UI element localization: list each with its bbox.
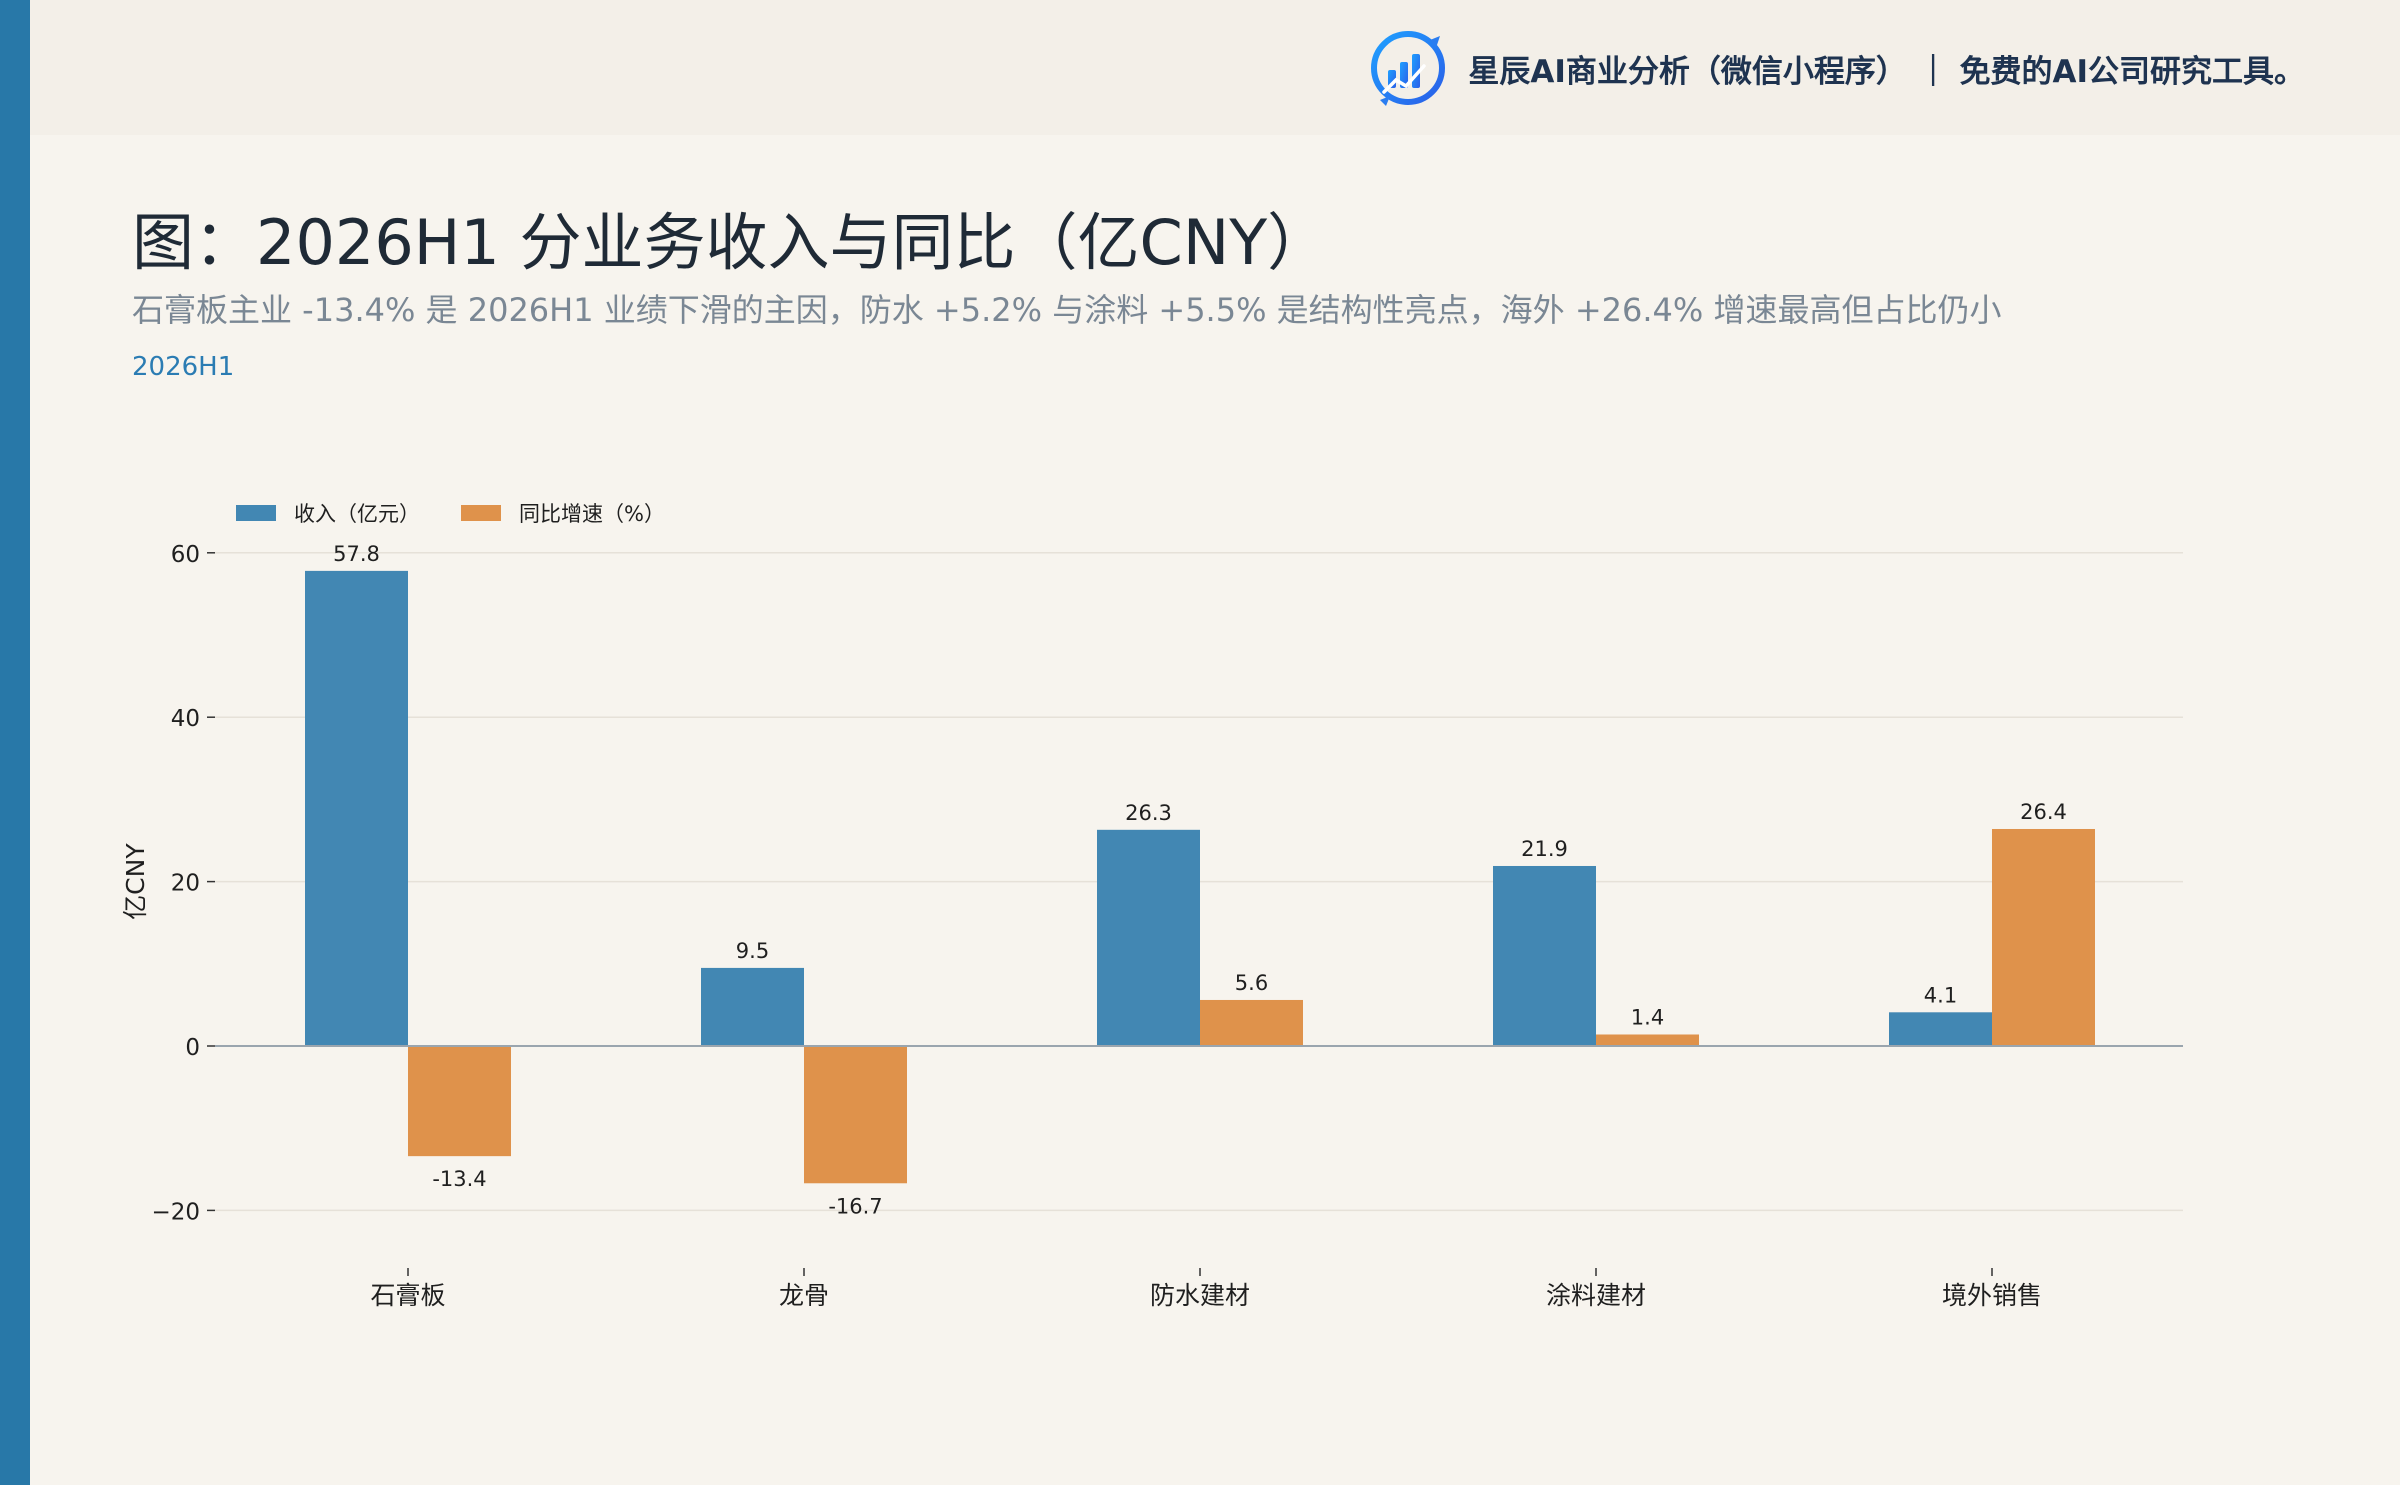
revenue-bar bbox=[1097, 829, 1200, 1046]
yoy-bar bbox=[408, 1046, 511, 1157]
yoy-bar bbox=[1992, 828, 2095, 1046]
top-banner: 星辰AI商业分析（微信小程序） ｜ 免费的AI公司研究工具。 bbox=[30, 0, 2400, 135]
revenue-bar bbox=[305, 570, 408, 1046]
yoy-data-label: -13.4 bbox=[432, 1167, 486, 1191]
revenue-bar bbox=[701, 967, 804, 1046]
x-tick-label: 龙骨 bbox=[779, 1281, 829, 1310]
legend-item-revenue-label: 收入（亿元） bbox=[294, 502, 420, 526]
page-subtitle: 石膏板主业 -13.4% 是 2026H1 业绩下滑的主因，防水 +5.2% 与… bbox=[132, 291, 2002, 329]
y-tick-label: 60 bbox=[171, 542, 200, 568]
yoy-data-label: 5.6 bbox=[1235, 971, 1268, 995]
legend-item-yoy-swatch bbox=[461, 505, 501, 521]
bar-chart-logo-icon bbox=[1371, 31, 1446, 106]
x-tick-label: 防水建材 bbox=[1150, 1281, 1250, 1310]
x-tick-label: 石膏板 bbox=[370, 1281, 445, 1310]
left-accent-bar bbox=[0, 0, 30, 1485]
revenue-bar bbox=[1889, 1012, 1992, 1046]
legend-item-yoy-label: 同比增速（%） bbox=[519, 502, 665, 526]
y-tick-label: 20 bbox=[171, 871, 200, 897]
revenue-data-label: 4.1 bbox=[1924, 983, 1957, 1007]
yoy-bar bbox=[1200, 999, 1303, 1046]
revenue-data-label: 9.5 bbox=[736, 939, 769, 963]
revenue-data-label: 26.3 bbox=[1125, 801, 1172, 825]
revenue-data-label: 57.8 bbox=[333, 542, 380, 566]
revenue-data-label: 21.9 bbox=[1521, 837, 1568, 861]
brand[interactable]: 星辰AI商业分析（微信小程序） ｜ 免费的AI公司研究工具。 bbox=[1366, 22, 2305, 114]
yoy-bar bbox=[804, 1046, 907, 1184]
y-tick-label: 40 bbox=[171, 706, 200, 732]
yoy-data-label: 1.4 bbox=[1631, 1005, 1664, 1029]
yoy-data-label: -16.7 bbox=[828, 1194, 882, 1218]
x-tick-label: 涂料建材 bbox=[1546, 1281, 1646, 1310]
brand-text: 星辰AI商业分析（微信小程序） ｜ 免费的AI公司研究工具。 bbox=[1468, 53, 2305, 90]
yoy-data-label: 26.4 bbox=[2020, 800, 2067, 824]
y-tick-label: 0 bbox=[185, 1035, 200, 1061]
x-tick-label: 境外销售 bbox=[1942, 1281, 2042, 1310]
yoy-bar bbox=[1596, 1034, 1699, 1046]
revenue-bar bbox=[1493, 865, 1596, 1046]
legend-item-revenue-swatch bbox=[236, 505, 276, 521]
period-label: 2026H1 bbox=[132, 352, 235, 382]
page-title: 图：2026H1 分业务收入与同比（亿CNY） bbox=[132, 206, 1330, 279]
y-axis-label: 亿CNY bbox=[121, 843, 150, 920]
y-tick-label: −20 bbox=[151, 1199, 200, 1225]
